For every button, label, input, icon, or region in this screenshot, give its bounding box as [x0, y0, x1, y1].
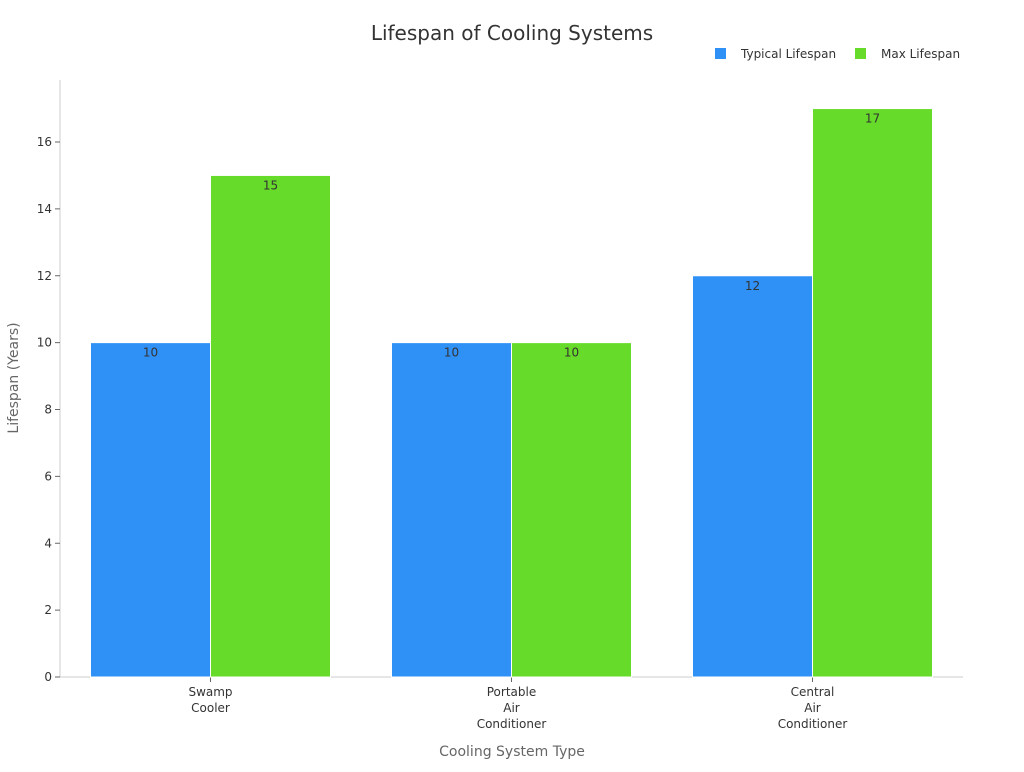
y-tick-label: 0: [44, 670, 52, 684]
legend-swatch: [855, 48, 866, 59]
y-tick-label: 14: [37, 202, 52, 216]
x-tick-label: Portable Air Conditioner: [477, 685, 547, 731]
x-axis-label: Cooling System Type: [439, 744, 585, 760]
bar-typical-lifespan: [391, 342, 512, 678]
y-tick-label: 4: [44, 536, 52, 550]
y-tick-label: 8: [44, 403, 52, 417]
legend-swatch: [715, 48, 726, 59]
x-tick-label-line: Conditioner: [778, 717, 848, 731]
x-tick-label-line: Air: [503, 701, 520, 715]
data-label: 12: [745, 279, 760, 293]
legend: Typical Lifespan Max Lifespan: [715, 47, 960, 61]
bar-max-lifespan: [511, 342, 632, 678]
data-label: 15: [263, 178, 278, 192]
data-label: 10: [143, 346, 158, 360]
bar-typical-lifespan: [90, 342, 211, 678]
y-tick-label: 10: [37, 336, 52, 350]
x-tick-label-line: Swamp: [188, 685, 232, 699]
legend-label: Max Lifespan: [881, 47, 960, 61]
x-tick-label-line: Portable: [487, 685, 536, 699]
x-tick-label-line: Cooler: [191, 701, 230, 715]
plot-area: 0246810121416SwampCooler1015PortableAirC…: [37, 80, 963, 731]
legend-label: Typical Lifespan: [740, 47, 836, 61]
bar-max-lifespan: [210, 174, 331, 678]
y-tick-label: 12: [37, 269, 52, 283]
y-tick-label: 16: [37, 135, 52, 149]
y-tick-label: 6: [44, 469, 52, 483]
data-label: 10: [564, 346, 579, 360]
y-axis-label: Lifespan (Years): [6, 322, 22, 433]
chart-title: Lifespan of Cooling Systems: [371, 21, 653, 45]
bar-max-lifespan: [812, 108, 933, 678]
y-tick-label: 2: [44, 603, 52, 617]
x-tick-label: Central Air Conditioner: [778, 685, 848, 731]
x-tick-label-line: Conditioner: [477, 717, 547, 731]
x-tick-label-line: Air: [804, 701, 821, 715]
x-tick-label-line: Central: [791, 685, 835, 699]
data-label: 17: [865, 112, 880, 126]
bar-typical-lifespan: [692, 275, 813, 678]
data-label: 10: [444, 346, 459, 360]
x-tick-label: Swamp Cooler: [188, 685, 232, 715]
